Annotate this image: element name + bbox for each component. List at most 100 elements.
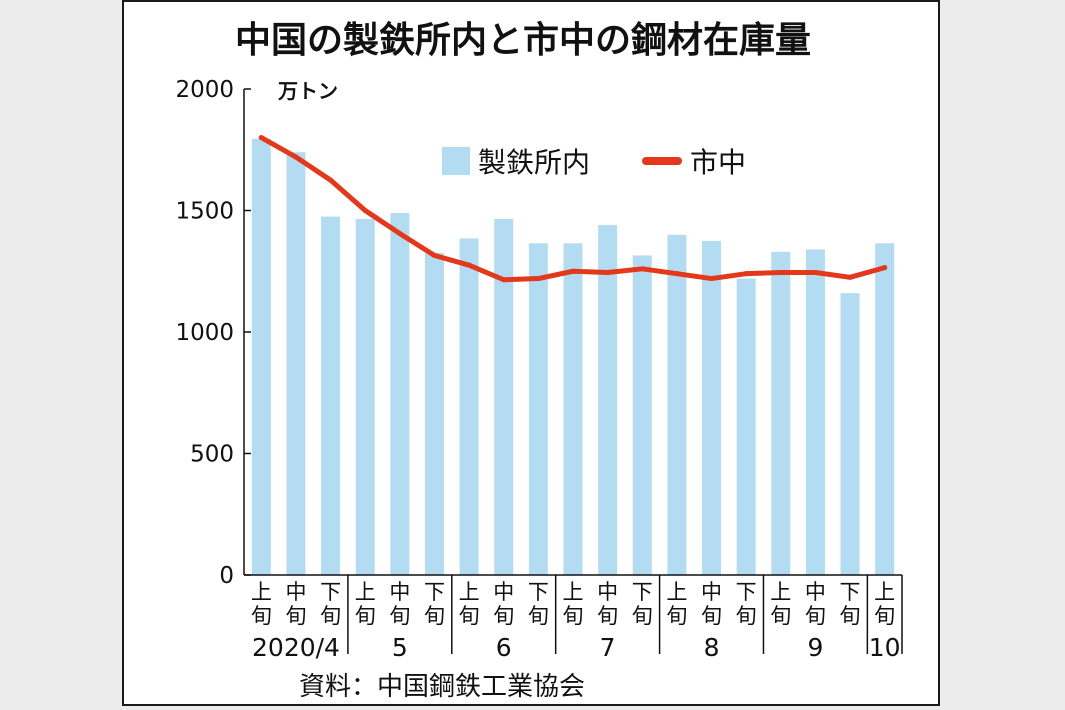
x-tick-label: 旬 (389, 604, 410, 628)
bar-series (251, 138, 895, 576)
bar (390, 212, 410, 575)
y-tick-label: 1000 (175, 320, 234, 346)
x-tick-label: 旬 (701, 604, 722, 628)
x-tick-label: 中 (805, 580, 826, 604)
x-month-label: 6 (496, 633, 512, 662)
line-point (639, 266, 645, 272)
x-tick-label: 上 (874, 580, 895, 604)
bar (805, 249, 825, 575)
line-point (535, 276, 541, 282)
x-month-label: 10 (869, 633, 901, 662)
line-point (847, 274, 853, 280)
x-tick-label: 下 (736, 580, 757, 604)
bar (251, 138, 271, 575)
bar (321, 216, 341, 575)
y-tick-label: 500 (190, 442, 234, 468)
y-tick-label: 0 (219, 563, 234, 589)
x-tick-label: 中 (597, 580, 618, 604)
x-tick-label: 旬 (632, 604, 653, 628)
bar (632, 255, 652, 575)
x-tick-label: 中 (493, 580, 514, 604)
bar (667, 234, 687, 576)
line-point (362, 208, 368, 213)
x-tick-label: 上 (666, 580, 687, 604)
x-tick-label: 旬 (874, 604, 895, 628)
bar (355, 219, 375, 575)
line-point (258, 135, 264, 141)
x-month-label: 2020/4 (252, 633, 340, 662)
bar (286, 152, 306, 575)
x-tick-label: 旬 (493, 604, 514, 628)
x-tick-label: 旬 (770, 604, 791, 628)
bar (563, 243, 583, 575)
line-point (431, 252, 437, 258)
x-month-label: 7 (600, 633, 616, 662)
y-axis-unit: 万トン (277, 79, 338, 103)
legend-swatch-bar (442, 147, 470, 175)
line-point (501, 277, 507, 283)
legend-label-bar: 製鉄所内 (478, 146, 590, 179)
y-tick-label: 1500 (175, 199, 234, 225)
x-tick-label: 旬 (805, 604, 826, 628)
x-tick-label: 旬 (320, 604, 341, 628)
line-point (882, 265, 888, 271)
x-tick-label: 旬 (355, 604, 376, 628)
x-tick-label: 旬 (736, 604, 757, 628)
x-tick-label: 上 (770, 580, 791, 604)
source-note: 資料：中国鋼鉄工業協会 (299, 672, 585, 702)
line-point (328, 177, 334, 183)
x-tick-label: 下 (320, 580, 341, 604)
x-tick-label: 旬 (563, 604, 584, 628)
line-point (293, 154, 299, 160)
x-tick-label: 旬 (597, 604, 618, 628)
x-tick-label: 下 (528, 580, 549, 604)
x-month-label: 9 (807, 633, 823, 662)
line-series (258, 135, 888, 283)
x-month-label: 8 (704, 633, 720, 662)
x-tick-label: 旬 (424, 604, 445, 628)
legend-label-line: 市中 (690, 146, 746, 179)
bar (840, 293, 860, 575)
x-tick-label: 上 (251, 580, 272, 604)
bar (598, 225, 618, 575)
x-tick-label: 下 (840, 580, 861, 604)
x-tick-label: 下 (632, 580, 653, 604)
y-tick-label: 2000 (175, 77, 234, 103)
x-tick-label: 旬 (666, 604, 687, 628)
chart-panel: 中国の製鉄所内と市中の鋼材在庫量 万トン 0 500 1000 1500 2000 上旬… (122, 0, 940, 706)
line-point (778, 269, 784, 275)
bar (424, 253, 444, 575)
legend-swatch-line (642, 157, 682, 165)
bar (702, 240, 722, 575)
y-axis: 0 500 1000 1500 2000 (175, 77, 251, 589)
line-point (812, 269, 818, 275)
bar (528, 243, 548, 575)
line-point (570, 268, 576, 274)
x-tick-label: 上 (355, 580, 376, 604)
x-tick-label: 下 (424, 580, 445, 604)
line-point (743, 271, 749, 277)
x-tick-label: 上 (459, 580, 480, 604)
bar (875, 243, 895, 575)
line-point (466, 262, 472, 268)
x-tick-label: 旬 (528, 604, 549, 628)
legend: 製鉄所内 市中 (442, 146, 746, 179)
x-tick-label: 旬 (285, 604, 306, 628)
line-point (605, 269, 611, 275)
x-tick-label: 旬 (459, 604, 480, 628)
x-tick-label: 中 (389, 580, 410, 604)
line-point (674, 271, 680, 277)
x-month-label: 5 (392, 633, 408, 662)
chart-svg: 中国の製鉄所内と市中の鋼材在庫量 万トン 0 500 1000 1500 2000 上旬… (175, 20, 903, 702)
line-point (709, 276, 715, 282)
bar (771, 251, 791, 575)
x-tick-label: 上 (563, 580, 584, 604)
chart-title: 中国の製鉄所内と市中の鋼材在庫量 (235, 20, 811, 61)
bar (736, 278, 756, 575)
x-tick-label: 中 (285, 580, 306, 604)
x-axis: 上旬中旬下旬上旬中旬下旬上旬中旬下旬上旬中旬下旬上旬中旬下旬上旬中旬下旬上旬20… (244, 574, 903, 662)
x-tick-label: 旬 (840, 604, 861, 628)
x-tick-label: 旬 (251, 604, 272, 628)
x-tick-label: 中 (701, 580, 722, 604)
bar (494, 219, 514, 575)
